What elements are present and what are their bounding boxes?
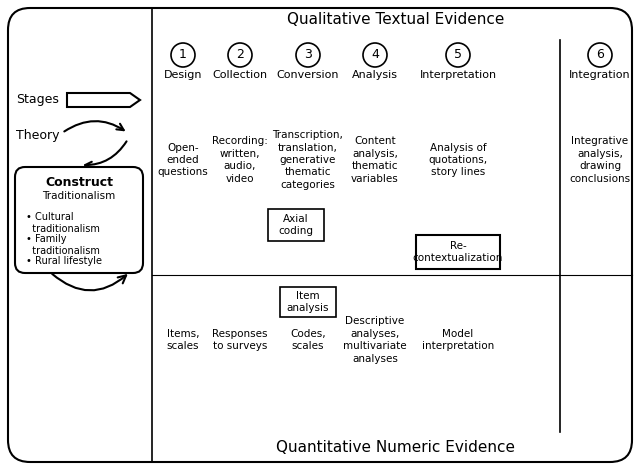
- Text: Open-
ended
questions: Open- ended questions: [157, 142, 209, 177]
- FancyBboxPatch shape: [8, 8, 632, 462]
- Text: 6: 6: [596, 48, 604, 62]
- FancyArrowPatch shape: [64, 121, 124, 132]
- Text: Integrative
analysis,
drawing
conclusions: Integrative analysis, drawing conclusion…: [570, 136, 630, 184]
- Text: 3: 3: [304, 48, 312, 62]
- Text: Axial
coding: Axial coding: [278, 214, 314, 236]
- Text: Quantitative Numeric Evidence: Quantitative Numeric Evidence: [276, 440, 515, 455]
- Text: Integration: Integration: [569, 70, 631, 80]
- Text: Stages: Stages: [16, 94, 59, 107]
- Text: Interpretation: Interpretation: [419, 70, 497, 80]
- Text: Analysis: Analysis: [352, 70, 398, 80]
- Text: 1: 1: [179, 48, 187, 62]
- Text: Qualitative Textual Evidence: Qualitative Textual Evidence: [287, 13, 505, 28]
- Text: 4: 4: [371, 48, 379, 62]
- Text: Content
analysis,
thematic
variables: Content analysis, thematic variables: [351, 136, 399, 184]
- Text: • Cultural
  traditionalism: • Cultural traditionalism: [26, 212, 100, 235]
- Text: Construct: Construct: [45, 175, 113, 188]
- Text: • Rural lifestyle: • Rural lifestyle: [26, 256, 102, 266]
- Text: Traditionalism: Traditionalism: [42, 191, 116, 201]
- Text: Collection: Collection: [212, 70, 268, 80]
- Text: Recording:
written,
audio,
video: Recording: written, audio, video: [212, 136, 268, 184]
- Text: • Family
  traditionalism: • Family traditionalism: [26, 234, 100, 257]
- FancyArrowPatch shape: [52, 274, 126, 290]
- Text: Design: Design: [164, 70, 202, 80]
- Text: Model
interpretation: Model interpretation: [422, 329, 494, 351]
- FancyBboxPatch shape: [416, 235, 500, 269]
- Text: Item
analysis: Item analysis: [287, 291, 329, 313]
- Text: Theory: Theory: [16, 128, 60, 141]
- Text: Descriptive
analyses,
multivariate
analyses: Descriptive analyses, multivariate analy…: [343, 316, 407, 364]
- Text: Codes,
scales: Codes, scales: [290, 329, 326, 351]
- Text: Items,
scales: Items, scales: [167, 329, 199, 351]
- Text: Analysis of
quotations,
story lines: Analysis of quotations, story lines: [428, 142, 488, 177]
- FancyBboxPatch shape: [280, 287, 336, 317]
- Text: Transcription,
translation,
generative
thematic
categories: Transcription, translation, generative t…: [273, 130, 344, 190]
- FancyArrowPatch shape: [85, 141, 127, 168]
- FancyBboxPatch shape: [268, 209, 324, 241]
- Text: 2: 2: [236, 48, 244, 62]
- Polygon shape: [67, 93, 140, 107]
- Text: Conversion: Conversion: [276, 70, 339, 80]
- Text: Re-
contextualization: Re- contextualization: [413, 241, 503, 263]
- Text: 5: 5: [454, 48, 462, 62]
- Text: Responses
to surveys: Responses to surveys: [212, 329, 268, 351]
- FancyBboxPatch shape: [15, 167, 143, 273]
